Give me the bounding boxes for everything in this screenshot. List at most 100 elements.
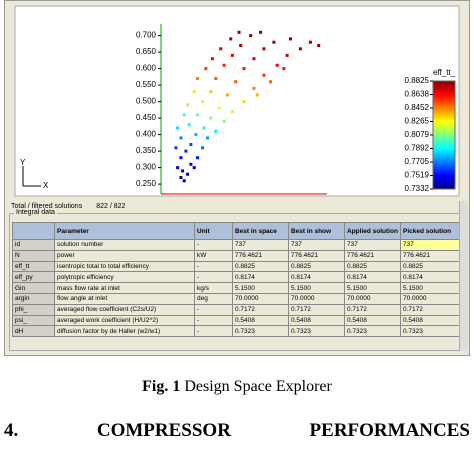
- heading-number: 4.: [4, 420, 19, 441]
- scatter-point: [275, 63, 279, 67]
- scatter-point: [285, 53, 289, 57]
- caption-label: Fig. 1: [142, 378, 181, 395]
- scatter-point: [176, 126, 180, 130]
- table-cell: 0.7172: [344, 303, 401, 316]
- table-cell: 70.0000: [232, 292, 289, 305]
- table-cell: solution number: [54, 239, 195, 251]
- scatter-point: [182, 179, 186, 183]
- scatter-point: [179, 156, 183, 160]
- scatter-point: [196, 77, 200, 80]
- heading-word: COMPRESSOR: [96, 420, 231, 441]
- table-cell: 0.7172: [232, 303, 289, 316]
- table-cell: 0.5408: [288, 314, 345, 327]
- table-cell: 0.8825: [400, 260, 461, 273]
- y-tick-label: 0.250: [136, 179, 157, 188]
- table-cell: -: [194, 271, 233, 284]
- table-cell: 70.0000: [400, 292, 461, 305]
- header-cell: [12, 222, 55, 240]
- axis-label: Y: [20, 158, 26, 167]
- y-tick-label: 0.450: [136, 113, 157, 122]
- scatter-point: [234, 80, 238, 84]
- heading-word: PERFORMANCES: [309, 420, 470, 441]
- table-cell: 5.1500: [344, 282, 401, 294]
- scatter-point: [209, 90, 213, 94]
- status-bar: Total / filtered solutions 822 / 822: [11, 203, 139, 210]
- table-cell: 5.1500: [232, 282, 289, 294]
- header-cell: Unit: [194, 222, 233, 240]
- scatter-point: [214, 77, 218, 80]
- table-row: phi_ averaged flow coefficient (C2s/U2) -0…: [12, 303, 461, 316]
- colorbar-label: 0.7892: [405, 144, 430, 153]
- scatter-point: [204, 67, 208, 71]
- scatter-point: [182, 113, 186, 117]
- scatter-point: [174, 146, 178, 150]
- table-cell: 0.5408: [344, 314, 401, 327]
- table-cell: psi_: [12, 314, 55, 327]
- scatter-point: [201, 100, 204, 104]
- scatter-point: [205, 136, 209, 140]
- scatter-point: [202, 126, 206, 130]
- table-cell: -: [194, 303, 233, 316]
- scrollbar[interactable]: [459, 201, 468, 351]
- y-tick-label: 0.650: [136, 47, 157, 56]
- table-cell: flow angle at inlet: [54, 292, 195, 305]
- scatter-point: [222, 119, 226, 123]
- table-cell: polytropic efficiency: [54, 271, 195, 284]
- table-cell: 0.8825: [344, 260, 401, 273]
- y-tick-label: 0.350: [136, 146, 157, 155]
- results-table: Parameter Unit Best in space Best in show Ap…: [12, 222, 461, 338]
- scatter-point: [249, 34, 253, 38]
- colorbar-label: 0.8825: [405, 76, 430, 85]
- explorer-window: 0.250 0.300 0.350 0.400 0.450 0.500 0.550 0.600…: [4, 0, 470, 356]
- table-cell: 0.8174: [232, 271, 289, 284]
- colorbar-label: 0.8638: [405, 90, 430, 99]
- scatter-point: [186, 172, 190, 176]
- table-cell: averaged work coefficient (H/U2^2): [54, 314, 195, 327]
- table-cell: 70.0000: [344, 292, 401, 305]
- group-box: Integral data Parameter Unit Best in space…: [9, 209, 463, 351]
- table-cell: 5.1500: [288, 282, 345, 294]
- colorbar-title: eff_tt_: [433, 68, 456, 77]
- table-cell: 0.7323: [232, 325, 289, 338]
- table-cell: 0.8825: [232, 260, 289, 273]
- y-tick-label: 0.300: [136, 163, 157, 172]
- table-row: argin flow angle at inlet deg 70.0000 70.000…: [12, 292, 461, 305]
- table-cell: 0.8174: [400, 271, 461, 284]
- scatter-point: [229, 37, 233, 41]
- group-label: Integral data: [14, 209, 57, 216]
- scatter-point: [217, 106, 221, 110]
- scatter-point: [214, 129, 218, 133]
- table-cell: argin: [12, 292, 55, 305]
- scatter-point: [282, 67, 286, 71]
- scatter-point: [201, 146, 204, 150]
- table-cell: mass flow rate at inlet: [54, 282, 195, 294]
- scatter-point: [187, 123, 191, 127]
- scatter-point: [210, 57, 214, 61]
- scatter-point: [230, 53, 234, 57]
- table-row: dH diffusion factor by de Haller (w2/w1) -…: [12, 325, 461, 338]
- scatter-point: [222, 63, 226, 67]
- section-heading: 4. COMPRESSOR PERFORMANCES: [4, 420, 470, 442]
- scatter-point: [262, 47, 266, 51]
- table-row: eff_py polytropic efficiency -0.8174 0.8174…: [12, 271, 461, 284]
- table-cell: kg/s: [194, 282, 233, 294]
- table-cell: kW: [194, 249, 233, 262]
- table-cell: -: [194, 239, 233, 251]
- axis-label: X: [43, 181, 49, 190]
- scatter-point: [176, 166, 180, 170]
- scatter-point: [194, 133, 198, 137]
- table-cell: 0.8174: [344, 271, 401, 284]
- table-cell: Gin: [12, 282, 55, 294]
- scatter-point: [308, 40, 312, 44]
- table-cell: id: [12, 239, 55, 251]
- scatter-plot: 0.250 0.300 0.350 0.400 0.450 0.500 0.550 0.600…: [14, 5, 460, 197]
- colorbar-label: 0.7705: [405, 157, 430, 166]
- header-row: Parameter Unit Best in space Best in show Ap…: [12, 222, 461, 240]
- table-row: eff_tt isentropic total to total efficien…: [12, 260, 461, 273]
- scatter-point: [219, 47, 223, 51]
- plot-area: [14, 5, 460, 197]
- table-cell: deg: [194, 292, 233, 305]
- table-cell: -: [194, 325, 233, 338]
- colorbar-label: 0.8079: [405, 130, 430, 139]
